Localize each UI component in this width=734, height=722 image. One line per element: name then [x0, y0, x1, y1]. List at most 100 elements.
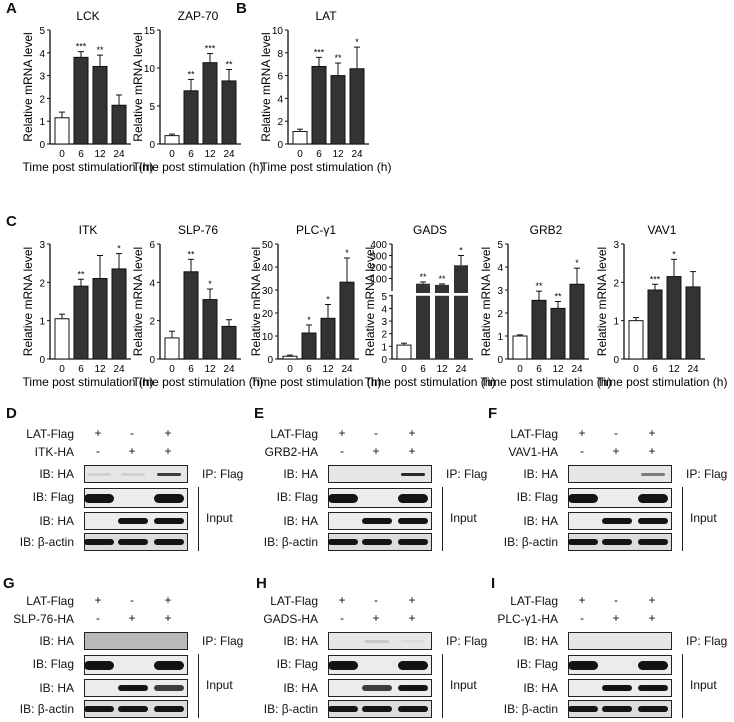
svg-text:6: 6 [652, 364, 658, 375]
bar [282, 355, 298, 360]
bait-label: LAT-Flag [26, 427, 74, 441]
prey-sign: + [408, 611, 416, 625]
svg-text:**: ** [554, 292, 562, 302]
blot-strip [84, 700, 188, 718]
input-label: Input [206, 511, 233, 525]
svg-text:2: 2 [277, 117, 283, 128]
blot-band [154, 685, 184, 691]
svg-text:**: ** [334, 53, 342, 63]
svg-text:6: 6 [420, 364, 426, 375]
y-axis-label: Relative mRNA level [479, 247, 493, 356]
svg-text:24: 24 [351, 149, 363, 160]
bait-sign: + [94, 426, 102, 440]
bait-sign: + [578, 593, 586, 607]
bait-sign: - [374, 593, 378, 607]
bar [183, 271, 199, 360]
svg-text:**: ** [187, 249, 195, 259]
blot-band [641, 472, 665, 476]
svg-text:6: 6 [316, 149, 322, 160]
bait-sign: + [94, 593, 102, 607]
svg-text:0: 0 [613, 355, 619, 366]
svg-text:0: 0 [267, 355, 273, 366]
blot-band [121, 472, 145, 476]
svg-text:5: 5 [39, 26, 45, 37]
panel-letter-c: C [6, 213, 17, 230]
svg-text:**: ** [225, 60, 233, 70]
bar [73, 56, 89, 145]
blot-row-label: IB: Flag [32, 657, 74, 671]
prey-sign: + [164, 611, 172, 625]
svg-text:*: * [345, 248, 349, 258]
panel-letter-f: F [488, 405, 498, 422]
chart-plc-1: PLC-γ1 Relative mRNA level 0 10 20 30 40 50 * * * 0… [249, 223, 381, 389]
svg-text:2: 2 [39, 278, 45, 289]
svg-text:10: 10 [144, 64, 156, 75]
blot-row-label: IB: HA [39, 681, 74, 695]
blot-panel-e: LAT-Flag GRB2-HA + - + - + + IB: HA IB: Flag IB: H… [252, 425, 492, 555]
bait-sign: + [648, 426, 656, 440]
input-label: Input [690, 678, 717, 692]
svg-text:***: *** [76, 42, 87, 52]
bar [569, 283, 585, 360]
svg-text:0: 0 [401, 364, 407, 375]
chart-title: SLP-76 [178, 223, 218, 237]
bar [512, 335, 528, 360]
blot-row-label: IB: Flag [516, 657, 558, 671]
svg-text:15: 15 [144, 26, 156, 37]
blot-band [154, 518, 184, 524]
svg-text:***: *** [314, 47, 325, 57]
blot-row-label: IB: β-actin [503, 702, 558, 716]
svg-text:0: 0 [39, 140, 45, 151]
svg-text:1: 1 [381, 342, 387, 353]
svg-text:24: 24 [223, 149, 235, 160]
input-label: Input [206, 678, 233, 692]
prey-sign: + [408, 444, 416, 458]
bait-label: LAT-Flag [270, 594, 318, 608]
bar [92, 65, 108, 145]
svg-text:6: 6 [78, 364, 84, 375]
blot-band [84, 493, 114, 503]
blot-band [362, 539, 392, 545]
blot-band [157, 472, 181, 476]
x-axis-label: Time post stimulation (h) [261, 160, 392, 174]
svg-text:0: 0 [149, 355, 155, 366]
blot-panel-g: LAT-Flag SLP-76-HA + - + - + + IB: HA IB: Flag IB:… [8, 592, 248, 722]
bar [647, 289, 663, 360]
svg-text:0: 0 [633, 364, 639, 375]
blot-strip [328, 512, 432, 530]
svg-text:0: 0 [39, 355, 45, 366]
svg-text:**: ** [535, 281, 543, 291]
bait-sign: + [338, 593, 346, 607]
prey-label: GRB2-HA [264, 445, 318, 459]
svg-text:400: 400 [370, 240, 387, 251]
svg-text:3: 3 [613, 240, 619, 251]
chart-title: PLC-γ1 [296, 223, 336, 237]
blot-row-label: IB: Flag [516, 490, 558, 504]
svg-text:5: 5 [149, 102, 155, 113]
blot-strip [568, 700, 672, 718]
svg-text:6: 6 [188, 364, 194, 375]
bar [320, 317, 336, 360]
blot-strip [568, 632, 672, 650]
panel-letter-h: H [256, 575, 267, 592]
svg-text:24: 24 [455, 364, 467, 375]
prey-sign: + [372, 444, 380, 458]
svg-text:6: 6 [536, 364, 542, 375]
bait-sign: - [130, 593, 134, 607]
blot-row-label: IB: HA [39, 514, 74, 528]
y-axis-label: Relative mRNA level [249, 247, 263, 356]
blot-band [398, 706, 428, 712]
svg-text:24: 24 [223, 364, 235, 375]
x-axis-label: Time post stimulation (h) [23, 375, 154, 389]
ip-flag-label: IP: Flag [686, 634, 728, 648]
blot-row-label: IB: HA [39, 467, 74, 481]
blot-band [118, 706, 148, 712]
svg-text:2: 2 [613, 278, 619, 289]
bait-label: LAT-Flag [270, 427, 318, 441]
svg-text:12: 12 [332, 149, 344, 160]
blot-row-label: IB: β-actin [263, 535, 318, 549]
blot-band [602, 685, 632, 691]
blot-panel-f: LAT-Flag VAV1-HA + - + - + + IB: HA IB: Flag IB: H… [492, 425, 732, 555]
